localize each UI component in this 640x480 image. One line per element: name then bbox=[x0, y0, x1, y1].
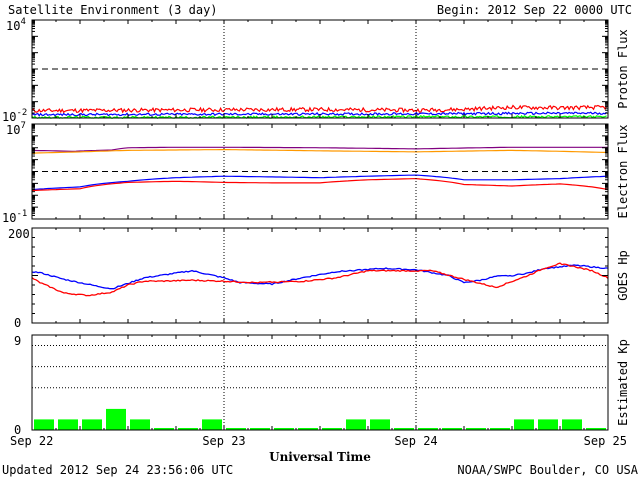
kp-bar bbox=[298, 428, 318, 430]
kp-bar bbox=[202, 419, 222, 430]
series-line-blue bbox=[31, 174, 609, 191]
goes-hp-panel: 200 0 GOES Hp bbox=[8, 227, 630, 330]
kp-bar bbox=[442, 428, 462, 430]
kp-bar bbox=[514, 419, 534, 430]
kp-bar bbox=[154, 428, 174, 430]
proton-flux-panel: 104 10-2 Proton Flux bbox=[2, 17, 630, 124]
series-line-red bbox=[31, 262, 609, 297]
series-line-blue bbox=[31, 111, 608, 117]
series-line-purple bbox=[31, 146, 608, 152]
panel-frame bbox=[31, 227, 609, 324]
x-axis: Sep 22 Sep 23 Sep 24 Sep 25 bbox=[10, 434, 627, 448]
kp-bar bbox=[370, 419, 390, 430]
kp-bar bbox=[394, 428, 414, 430]
kp-bar bbox=[490, 428, 510, 430]
begin-time: Begin: 2012 Sep 22 0000 UTC bbox=[437, 3, 632, 17]
kp-bar bbox=[106, 408, 126, 430]
x-tick-label: Sep 25 bbox=[584, 434, 627, 448]
series-line-red bbox=[31, 104, 608, 114]
y-tick-label-bottom: 10-2 bbox=[2, 108, 27, 124]
updated-time: Updated 2012 Sep 24 23:56:06 UTC bbox=[2, 463, 233, 477]
kp-bar bbox=[82, 419, 102, 430]
kp-bar bbox=[322, 428, 342, 430]
y-axis-label: GOES Hp bbox=[616, 250, 630, 301]
plot-title: Satellite Environment (3 day) bbox=[8, 3, 218, 17]
x-tick-label: Sep 22 bbox=[10, 434, 53, 448]
kp-bar bbox=[178, 428, 198, 430]
kp-bar bbox=[250, 428, 270, 430]
panel-frame bbox=[31, 123, 609, 220]
kp-bar bbox=[418, 428, 438, 430]
y-tick-label-top: 200 bbox=[8, 227, 30, 241]
kp-bar bbox=[130, 419, 150, 430]
y-axis-label: Electron Flux bbox=[616, 125, 630, 219]
y-tick-label-top: 104 bbox=[6, 17, 26, 33]
x-tick-label: Sep 24 bbox=[394, 434, 437, 448]
kp-bar bbox=[34, 419, 54, 430]
y-tick-label-bottom: 0 bbox=[14, 423, 21, 437]
kp-bar bbox=[538, 419, 558, 430]
estimated-kp-panel: 9 0 Estimated Kp bbox=[14, 334, 630, 437]
series-line-blue bbox=[31, 264, 609, 290]
kp-bar bbox=[274, 428, 294, 430]
kp-bar bbox=[586, 428, 606, 430]
y-axis-label: Estimated Kp bbox=[616, 339, 630, 426]
y-tick-label-bottom: 0 bbox=[14, 316, 21, 330]
kp-bar bbox=[346, 419, 366, 430]
series-line-orange bbox=[31, 149, 609, 154]
y-tick-label-top: 9 bbox=[14, 334, 21, 348]
panel-frame bbox=[31, 19, 609, 119]
kp-bar bbox=[562, 419, 582, 430]
kp-bar bbox=[466, 428, 486, 430]
kp-bar bbox=[226, 428, 246, 430]
x-axis-label: Universal Time bbox=[269, 450, 371, 464]
kp-bar bbox=[58, 419, 78, 430]
series-line-red bbox=[31, 177, 609, 192]
y-tick-label-bottom: 10-1 bbox=[2, 209, 27, 225]
y-tick-label-top: 107 bbox=[6, 121, 26, 137]
y-axis-label: Proton Flux bbox=[616, 29, 630, 108]
x-tick-label: Sep 23 bbox=[202, 434, 245, 448]
credit-text: NOAA/SWPC Boulder, CO USA bbox=[457, 463, 638, 477]
electron-flux-panel: 107 10-1 Electron Flux bbox=[2, 121, 630, 225]
